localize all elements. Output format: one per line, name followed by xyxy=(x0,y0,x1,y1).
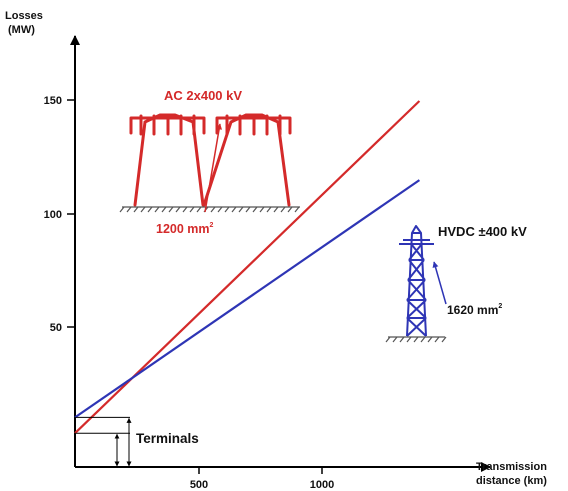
y-axis-title-line1: Losses xyxy=(5,10,43,22)
ac-conductor-value: 1200 mm xyxy=(156,222,210,236)
hvdc-ground xyxy=(385,336,447,343)
y-tick-label: 50 xyxy=(50,322,62,334)
x-axis-title-line2: distance (km) xyxy=(476,475,547,487)
x-tick-label: 1000 xyxy=(310,479,334,491)
terminals-bracket: Terminals xyxy=(75,416,199,467)
x-tick-1000: 1000 xyxy=(310,467,334,491)
y-tick-label: 100 xyxy=(44,209,62,221)
ac-conductor-label: 1200 mm2 xyxy=(156,222,214,236)
ac-conductor-pointer xyxy=(204,123,223,213)
x-axis-title-line1: Transmission xyxy=(476,461,547,473)
terminals-label: Terminals xyxy=(136,431,199,446)
ac-ground xyxy=(119,206,300,213)
y-tick-150: 150 xyxy=(44,95,75,107)
ac-conductor-superscript: 2 xyxy=(210,222,214,229)
hvdc-conductor-label: 1620 mm2 xyxy=(447,303,502,317)
hvdc-tower-icon xyxy=(399,225,434,337)
x-tick-500: 500 xyxy=(190,467,208,491)
y-axis-title-line2: (MW) xyxy=(8,24,35,36)
hvdc-series-label: HVDC ±400 kV xyxy=(438,224,527,239)
x-tick-label: 500 xyxy=(190,479,208,491)
hvdc-conductor-value: 1620 mm xyxy=(447,303,498,317)
series-line-ac xyxy=(74,100,421,435)
hvdc-conductor-superscript: 2 xyxy=(498,303,502,310)
y-tick-50: 50 xyxy=(50,322,75,334)
y-tick-label: 150 xyxy=(44,95,62,107)
hvdc-conductor-pointer xyxy=(432,261,447,305)
series-line-hvdc xyxy=(74,179,421,419)
ac-series-label: AC 2x400 kV xyxy=(164,88,242,103)
ac-tower-icon xyxy=(129,113,292,207)
y-tick-100: 100 xyxy=(44,209,75,221)
